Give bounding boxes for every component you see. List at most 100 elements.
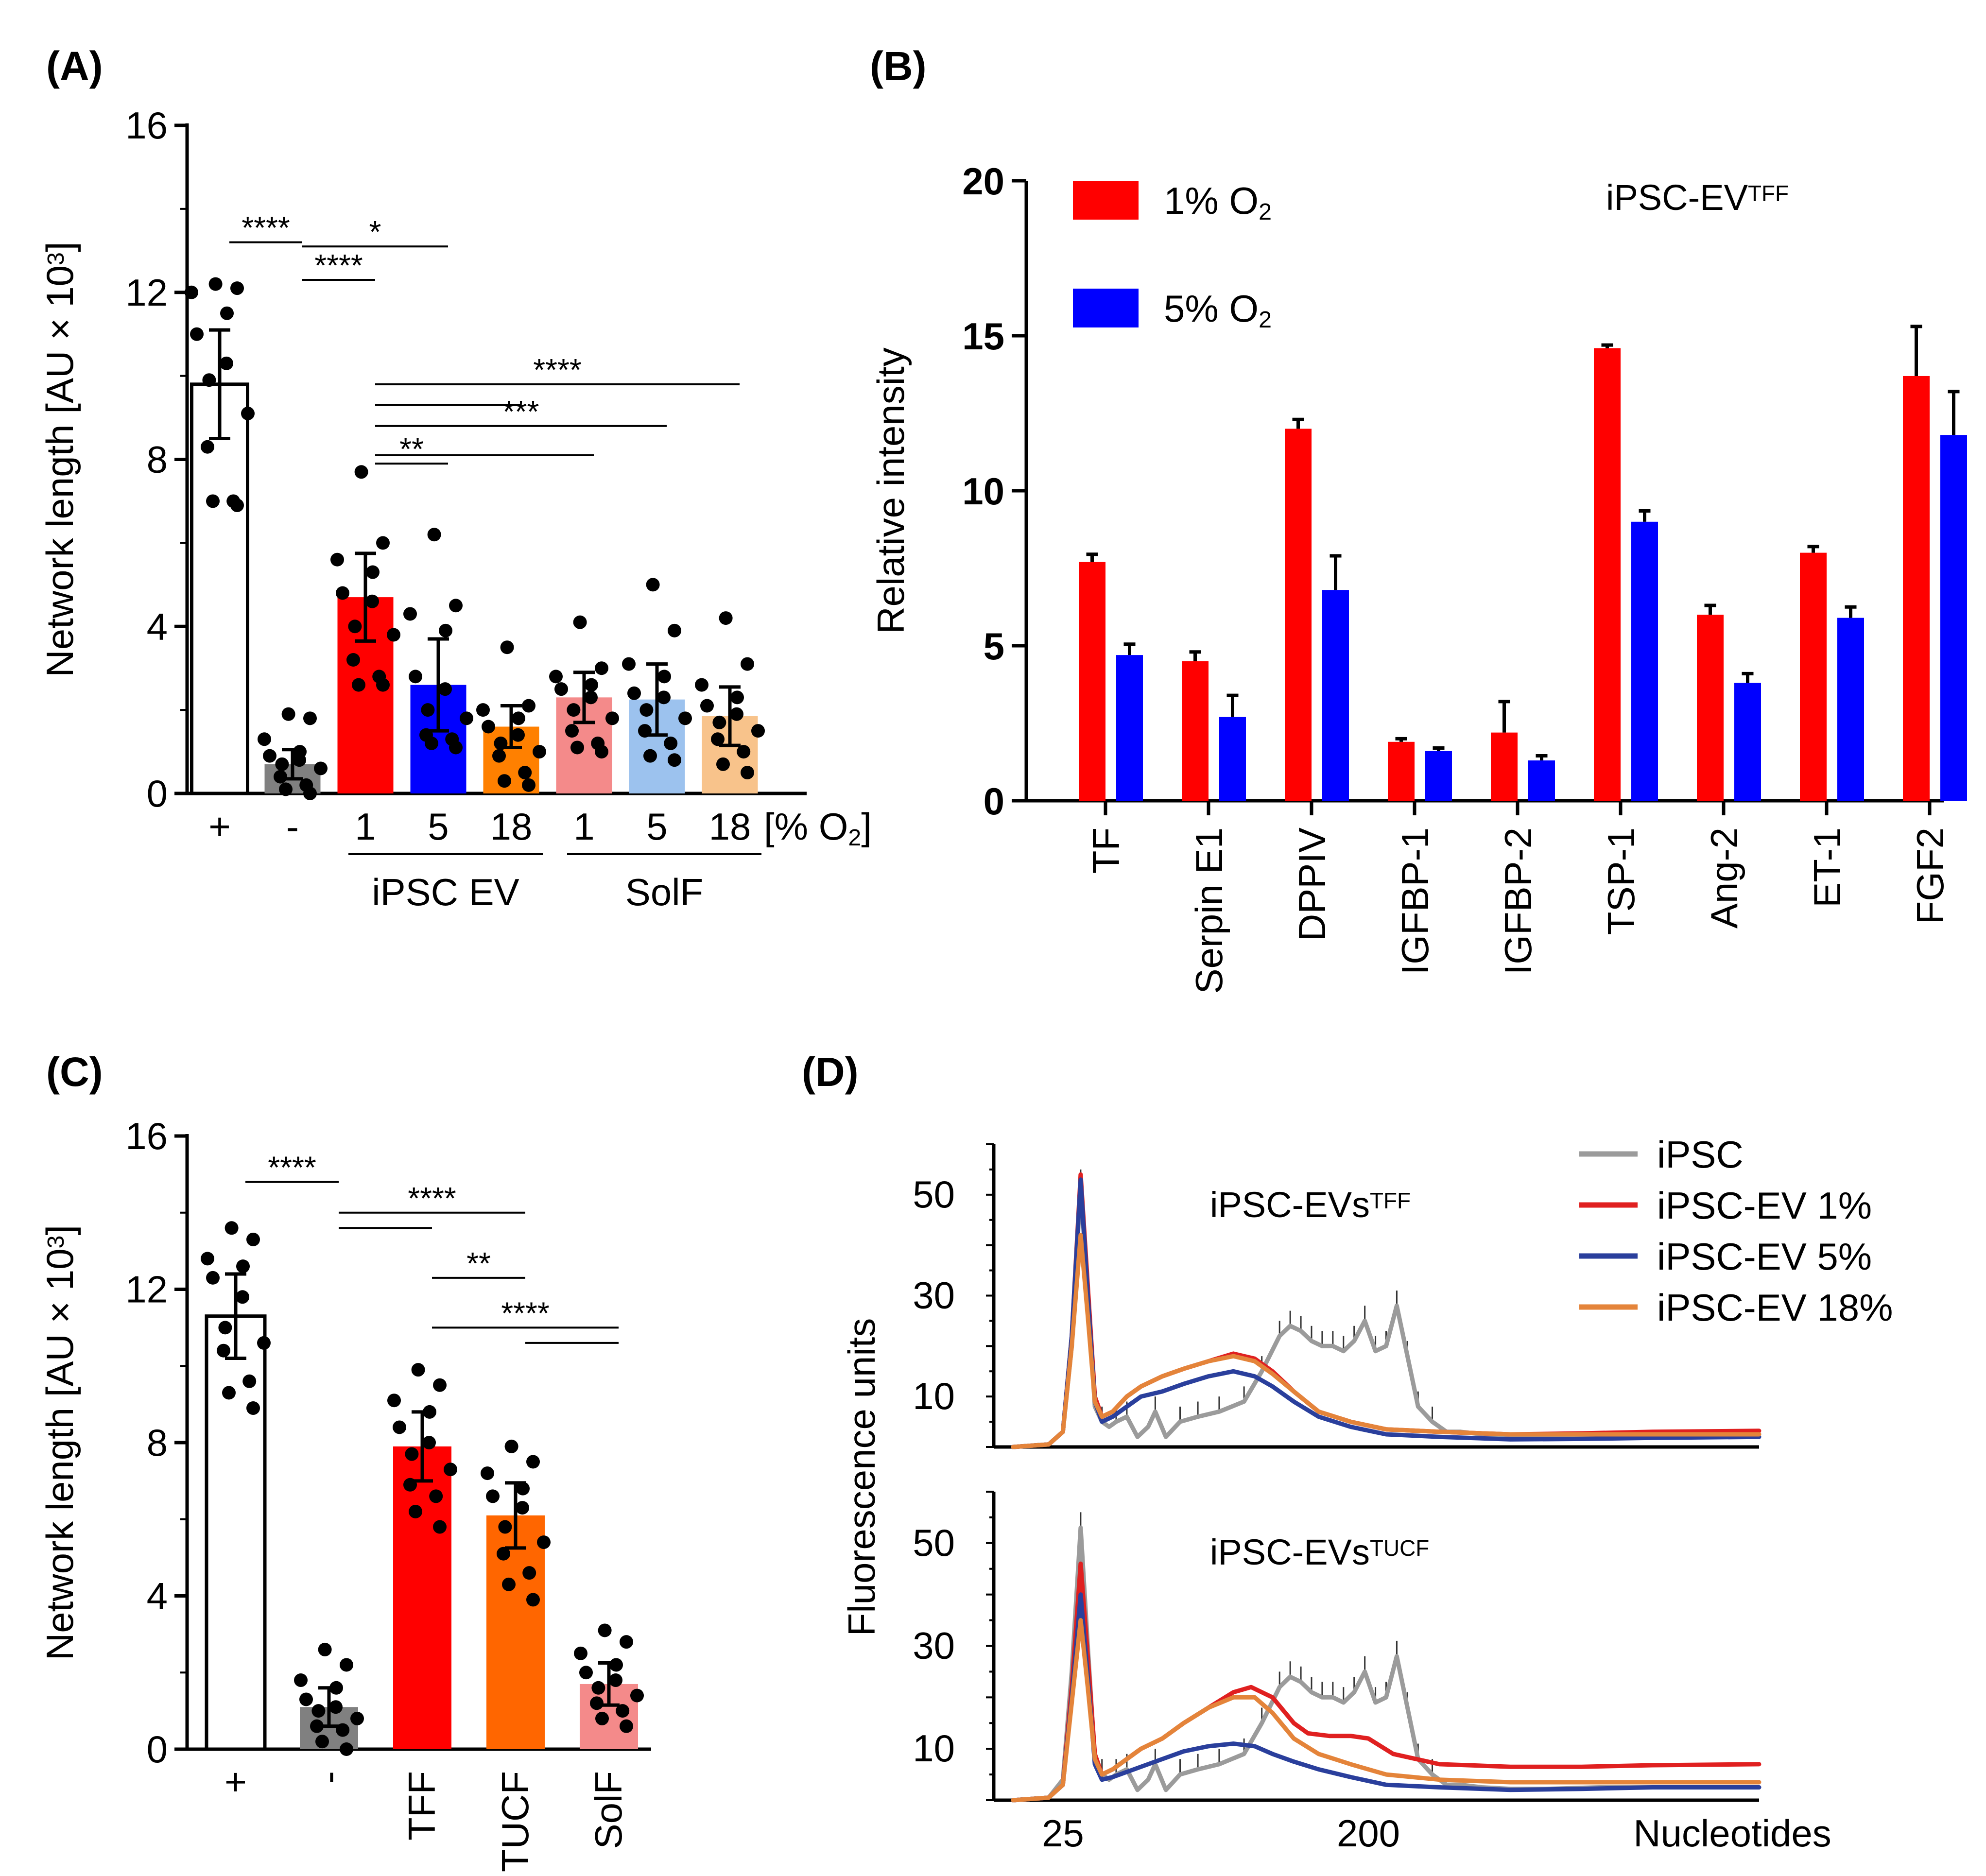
data-point [549, 670, 563, 684]
data-point [511, 728, 525, 742]
bar [1425, 751, 1452, 801]
data-point [241, 406, 255, 420]
bar [1219, 717, 1246, 801]
data-point [257, 1336, 271, 1350]
data-point [263, 749, 276, 763]
data-point [516, 1501, 529, 1515]
data-point [422, 1436, 436, 1449]
trace-line [1011, 1233, 1761, 1449]
subplot-title-main: iPSC-EVs [1210, 1532, 1370, 1572]
y-tick-label: 10 [913, 1727, 955, 1770]
y-tick-label: 8 [147, 1421, 168, 1464]
data-point [512, 711, 525, 725]
data-point [498, 774, 511, 788]
significance-label: **** [533, 352, 582, 387]
data-point [730, 690, 744, 705]
data-point [622, 657, 636, 671]
bar [1903, 376, 1930, 801]
data-point [638, 724, 652, 738]
x-tick-label: - [286, 805, 299, 848]
y-tick-label: 12 [125, 1268, 168, 1311]
legend-label: 1% O2 [1164, 179, 1272, 225]
data-point [616, 1704, 630, 1718]
significance-label: * [369, 214, 381, 249]
bar [1491, 732, 1518, 801]
data-point [668, 623, 681, 637]
legend-label-sub: 2 [1259, 199, 1272, 225]
panel-b: (B) 0 5 10 15 20 Relative intensity iPSC-EVTFF 1… [869, 43, 1967, 994]
data-point [230, 281, 244, 295]
data-point [500, 640, 514, 654]
data-point [236, 1290, 249, 1304]
y-tick-label: 50 [913, 1173, 955, 1216]
data-point [573, 615, 587, 629]
x-tick-label: FGF2 [1909, 827, 1951, 924]
significance-label: **** [314, 248, 363, 283]
data-point [218, 1321, 232, 1335]
bar [1528, 760, 1555, 801]
data-point [751, 724, 765, 738]
legend-label: iPSC-EV 5% [1657, 1235, 1872, 1278]
data-point [403, 607, 417, 621]
bar [1697, 615, 1724, 801]
data-point [695, 678, 708, 692]
chart-title-main: iPSC-EV [1606, 177, 1748, 218]
data-point [348, 620, 362, 634]
y-axis-label: Fluorescence units [840, 1318, 883, 1636]
data-point [222, 1386, 236, 1400]
legend-label-main: 5% O [1164, 287, 1259, 330]
data-point [376, 678, 390, 692]
bar [1079, 562, 1105, 801]
panel-c: (C) 0 4 8 12 16 Network length [AU × 103] + - TFF… [38, 1049, 651, 1872]
data-point [646, 578, 660, 592]
bar [1285, 429, 1312, 801]
data-point [340, 1658, 353, 1672]
data-point [206, 1271, 220, 1285]
data-point [678, 711, 692, 725]
data-point [657, 670, 671, 684]
data-point [242, 1374, 257, 1388]
data-point [579, 1666, 593, 1680]
data-point [438, 682, 452, 696]
data-point [657, 690, 671, 705]
data-point [716, 757, 730, 771]
data-point [354, 465, 368, 479]
data-point [330, 552, 344, 567]
data-point [584, 690, 598, 705]
data-point [258, 732, 271, 746]
data-point [627, 686, 641, 700]
y-tick-label: 0 [984, 780, 1004, 823]
x-tick-label: TUCF [494, 1771, 536, 1872]
data-point [366, 565, 380, 579]
trace-line [1011, 1592, 1761, 1803]
data-point [387, 628, 400, 642]
y-tick-label: 15 [962, 315, 1004, 358]
subplot-title-main: iPSC-EVs [1210, 1185, 1370, 1225]
y-axis-label-text: Network length [AU × 10 [38, 1248, 81, 1660]
data-point [411, 1363, 425, 1377]
data-point [208, 277, 223, 291]
trace-line [1011, 1561, 1761, 1803]
data-point [336, 586, 349, 600]
data-point [605, 711, 619, 725]
data-point [711, 732, 725, 746]
panel-label: (B) [870, 43, 927, 89]
data-point [439, 623, 452, 637]
data-point [409, 1504, 422, 1518]
data-point [595, 745, 608, 759]
bar [1322, 590, 1349, 801]
data-point [595, 1711, 609, 1725]
data-point [460, 711, 473, 725]
x-tick-label: + [214, 1771, 257, 1793]
data-point [421, 703, 435, 717]
x-tick-label: 200 [1337, 1812, 1400, 1855]
data-point [190, 327, 204, 341]
data-point [492, 749, 506, 763]
data-point [449, 740, 463, 755]
data-point [220, 306, 234, 320]
data-point [294, 1673, 308, 1687]
data-point [230, 499, 244, 513]
y-tick-label: 10 [913, 1375, 955, 1417]
